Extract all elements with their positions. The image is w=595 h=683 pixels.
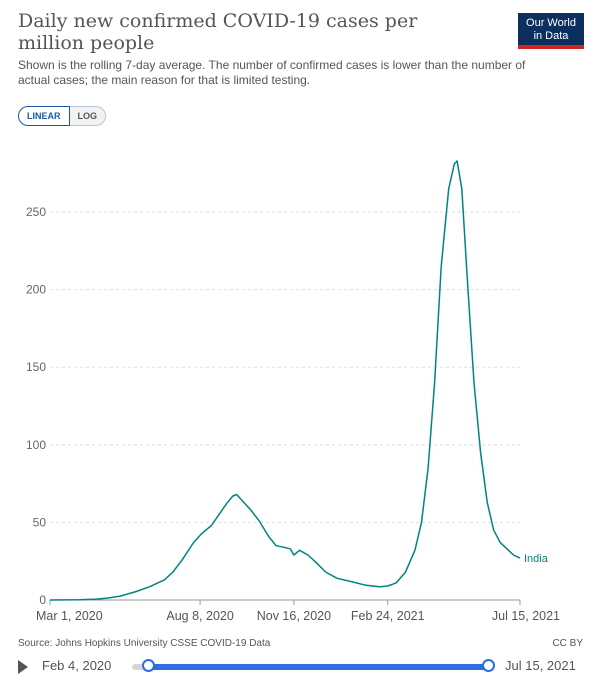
series-line-india xyxy=(49,160,521,601)
owid-logo[interactable]: Our World in Data xyxy=(518,13,584,49)
logo-line-2: in Data xyxy=(533,30,569,42)
chart-subtitle: Shown is the rolling 7-day average. The … xyxy=(18,58,526,87)
x-tick-label: Feb 24, 2021 xyxy=(351,609,425,623)
x-axis: Mar 1, 2020 Aug 8, 2020 Nov 16, 2020 Feb 24… xyxy=(36,600,560,623)
y-tick-label: 0 xyxy=(39,593,46,607)
logo-line-1: Our World xyxy=(526,17,576,29)
timeline-end-handle[interactable] xyxy=(482,659,495,672)
chart-footer: Source: Johns Hopkins University CSSE CO… xyxy=(18,638,583,649)
scale-toggle: LINEAR LOG xyxy=(18,106,106,126)
y-tick-label: 50 xyxy=(33,515,47,529)
timeline-start-label: Feb 4, 2020 xyxy=(42,658,112,673)
y-tick-label: 100 xyxy=(26,438,46,452)
x-tick-label: Jul 15, 2021 xyxy=(492,609,560,623)
log-scale-button[interactable]: LOG xyxy=(69,106,106,126)
y-tick-label: 150 xyxy=(26,360,46,374)
logo-accent-bar xyxy=(518,45,584,49)
y-tick-label: 200 xyxy=(26,283,46,297)
x-tick-label: Aug 8, 2020 xyxy=(166,609,233,623)
timeline-selected-range xyxy=(148,664,488,670)
source-link[interactable]: Source: Johns Hopkins University CSSE CO… xyxy=(18,638,271,649)
play-icon[interactable] xyxy=(18,660,28,674)
series-layer: India xyxy=(49,160,549,601)
y-axis: 0 50 100 150 200 250 xyxy=(26,205,46,607)
timeline-slider: Feb 4, 2020 Jul 15, 2021 xyxy=(18,657,583,677)
x-tick-label: Mar 1, 2020 xyxy=(36,609,103,623)
x-tick-label: Nov 16, 2020 xyxy=(257,609,331,623)
timeline-end-label: Jul 15, 2021 xyxy=(505,658,576,673)
timeline-start-handle[interactable] xyxy=(142,659,155,672)
y-tick-label: 250 xyxy=(26,205,46,219)
chart-grid xyxy=(50,211,520,601)
linear-scale-button[interactable]: LINEAR xyxy=(18,106,70,126)
license-label[interactable]: CC BY xyxy=(552,638,583,649)
chart-title: Daily new confirmed COVID-19 cases per m… xyxy=(18,10,418,54)
series-label-india: India xyxy=(524,553,549,565)
